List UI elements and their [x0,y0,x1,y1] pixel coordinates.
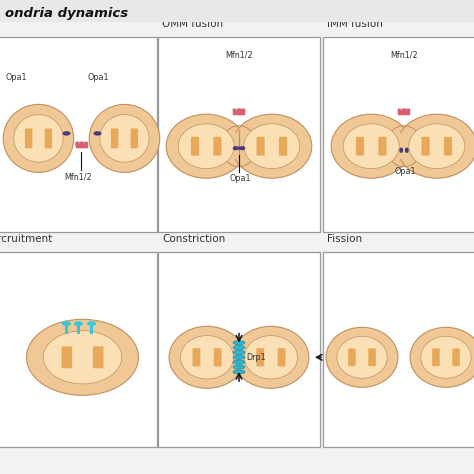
Ellipse shape [421,336,471,378]
FancyBboxPatch shape [421,137,429,155]
Ellipse shape [233,326,309,388]
Text: rcruitment: rcruitment [0,234,52,244]
FancyBboxPatch shape [452,348,460,366]
Text: Opa1: Opa1 [230,174,252,183]
FancyBboxPatch shape [368,348,376,366]
Text: Fission: Fission [327,234,362,244]
Text: Mfn1/2: Mfn1/2 [225,50,253,59]
Ellipse shape [63,131,71,136]
Bar [158,37,320,232]
FancyBboxPatch shape [213,137,221,155]
Ellipse shape [62,321,71,326]
FancyBboxPatch shape [279,137,287,155]
Text: Opa1: Opa1 [88,73,109,82]
Bar [0,0,474,22]
Ellipse shape [399,147,403,153]
FancyBboxPatch shape [256,348,264,366]
Ellipse shape [169,326,245,388]
Ellipse shape [74,321,83,326]
Ellipse shape [100,115,149,162]
Bar [0,37,157,232]
Bar [0,252,157,447]
Bar [386,133,422,159]
Ellipse shape [233,365,245,369]
Ellipse shape [405,147,409,153]
Ellipse shape [343,124,399,169]
Ellipse shape [233,346,245,350]
Ellipse shape [233,360,245,364]
Ellipse shape [233,370,245,374]
Ellipse shape [232,114,312,178]
Ellipse shape [14,115,63,162]
Ellipse shape [237,146,241,150]
Ellipse shape [244,124,300,169]
Text: OMM fusion: OMM fusion [162,19,223,29]
Text: IMM fusion: IMM fusion [327,19,383,29]
FancyBboxPatch shape [444,137,452,155]
FancyBboxPatch shape [278,348,285,366]
Ellipse shape [166,114,246,178]
FancyBboxPatch shape [378,137,386,155]
Ellipse shape [337,336,387,378]
FancyBboxPatch shape [25,128,32,148]
Bar [158,252,320,447]
FancyBboxPatch shape [432,348,440,366]
FancyBboxPatch shape [256,137,264,155]
Ellipse shape [233,355,245,359]
Ellipse shape [93,131,101,136]
Bar [323,252,474,447]
Text: Opa1: Opa1 [6,73,27,82]
Ellipse shape [181,336,234,379]
Text: Mfn1/2: Mfn1/2 [64,173,92,182]
FancyBboxPatch shape [192,348,201,366]
Ellipse shape [87,321,96,326]
Bar [323,37,474,232]
FancyBboxPatch shape [93,346,103,368]
Ellipse shape [178,124,234,169]
FancyBboxPatch shape [111,128,118,148]
FancyBboxPatch shape [45,128,52,148]
FancyBboxPatch shape [214,348,222,366]
Ellipse shape [233,350,245,355]
FancyBboxPatch shape [131,128,138,148]
Text: Constriction: Constriction [162,234,225,244]
Text: Drp1: Drp1 [246,353,265,362]
FancyBboxPatch shape [191,137,199,155]
Ellipse shape [331,114,411,178]
Text: ondria dynamics: ondria dynamics [5,7,128,19]
Ellipse shape [244,336,298,379]
FancyBboxPatch shape [348,348,356,366]
FancyBboxPatch shape [356,137,364,155]
Ellipse shape [409,124,465,169]
Ellipse shape [410,328,474,387]
Bar [222,346,255,369]
Ellipse shape [233,146,239,150]
Ellipse shape [233,341,245,345]
Ellipse shape [43,331,122,384]
Ellipse shape [89,104,160,173]
Ellipse shape [27,319,138,395]
Ellipse shape [326,328,398,387]
Ellipse shape [239,146,246,150]
Ellipse shape [3,104,74,173]
Bar [221,133,257,159]
Text: Mfn1/2: Mfn1/2 [390,50,418,59]
Text: Opa1: Opa1 [395,167,417,176]
FancyBboxPatch shape [62,346,72,368]
Ellipse shape [397,114,474,178]
